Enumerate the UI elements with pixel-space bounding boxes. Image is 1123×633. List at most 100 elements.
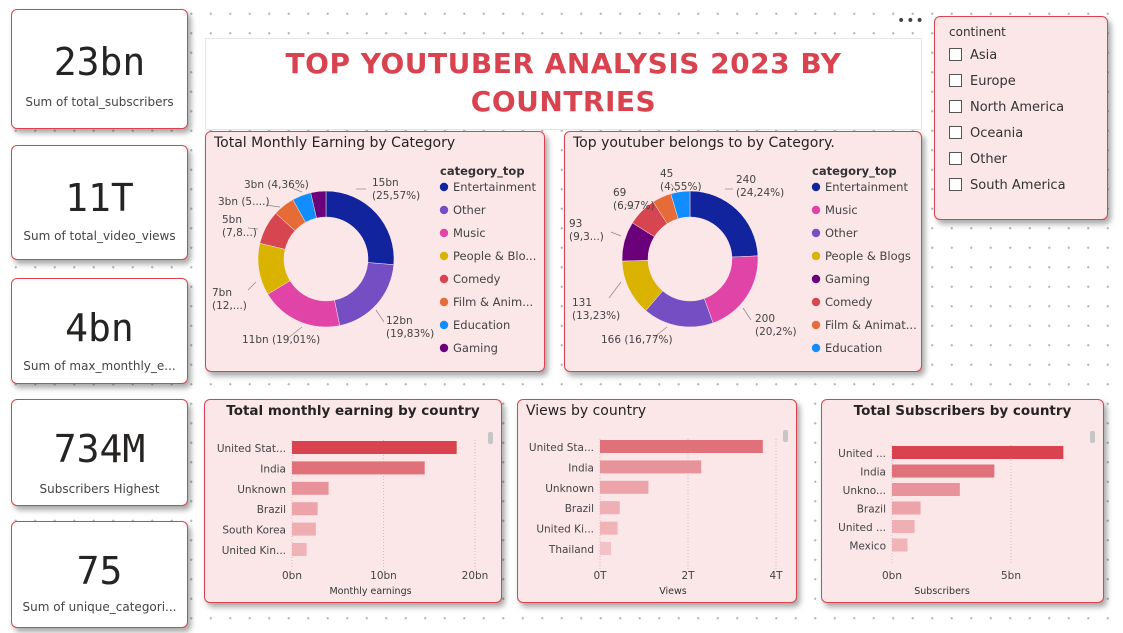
- bar[interactable]: [292, 481, 329, 495]
- bar[interactable]: [600, 440, 763, 453]
- scrollbar[interactable]: [783, 430, 788, 442]
- bar[interactable]: [892, 501, 921, 515]
- bar[interactable]: [292, 441, 457, 454]
- dashboard-title-box: TOP YOUTUBER ANALYSIS 2023 BY COUNTRIES: [205, 38, 922, 130]
- chart-title: Total monthly earning by country: [226, 403, 480, 419]
- slicer-option-south-america[interactable]: South America: [949, 178, 1066, 193]
- legend-item[interactable]: Gaming: [453, 341, 498, 355]
- checkbox[interactable]: [949, 126, 962, 139]
- legend-item[interactable]: Education: [453, 318, 510, 332]
- bar[interactable]: [292, 461, 425, 475]
- legend-item[interactable]: Comedy: [453, 272, 501, 286]
- legend-item[interactable]: Film & Animat...: [825, 318, 917, 332]
- legend-item[interactable]: Music: [453, 226, 486, 240]
- leader-line: [247, 281, 257, 291]
- legend-marker: [439, 228, 449, 238]
- data-label: 69: [613, 187, 626, 199]
- checkbox[interactable]: [949, 74, 962, 87]
- legend-marker: [811, 182, 821, 192]
- leader-line: [375, 309, 385, 323]
- earning-by-country-chart: Total monthly earning by country 0bn 10bn…: [204, 399, 502, 603]
- bar[interactable]: [600, 542, 611, 555]
- slicer-option-other[interactable]: Other: [949, 152, 1007, 167]
- bar[interactable]: [292, 543, 307, 556]
- checkbox[interactable]: [949, 100, 962, 113]
- bar[interactable]: [892, 520, 915, 533]
- donut-slice[interactable]: [670, 190, 691, 220]
- legend-item[interactable]: Education: [825, 341, 882, 355]
- bar[interactable]: [292, 502, 318, 516]
- legend-item[interactable]: Other: [825, 226, 858, 240]
- legend-title: category_top: [812, 164, 897, 179]
- kpi-card-subscribers-highest: 734M Subscribers Highest: [11, 399, 188, 506]
- leader-line: [291, 187, 303, 193]
- scrollbar[interactable]: [1090, 431, 1095, 443]
- checkbox[interactable]: [949, 48, 962, 61]
- data-label: 45: [660, 168, 673, 180]
- legend-marker: [439, 251, 449, 261]
- category-label: United Ki...: [536, 524, 594, 536]
- kpi-value: 11T: [65, 176, 134, 220]
- checkbox[interactable]: [949, 152, 962, 165]
- slicer-option-label: South America: [970, 178, 1066, 193]
- bar[interactable]: [600, 460, 702, 474]
- bar-chart: 0bn 10bn 20bn United Stat... India Unknown Bra…: [217, 440, 489, 597]
- category-label: Thailand: [548, 544, 594, 556]
- legend-marker: [811, 320, 821, 330]
- leader-line: [610, 231, 622, 237]
- category-label: United Sta...: [529, 442, 594, 454]
- slicer-option-europe[interactable]: Europe: [949, 74, 1016, 89]
- legend-item[interactable]: Gaming: [825, 272, 870, 286]
- donut-slice[interactable]: [325, 190, 395, 265]
- legend-item[interactable]: Entertainment: [453, 180, 536, 194]
- checkbox[interactable]: [949, 178, 962, 191]
- donut-slice[interactable]: [334, 262, 395, 326]
- kpi-label: Sum of total_subscribers: [25, 95, 174, 109]
- legend-item[interactable]: Film & Anim...: [453, 295, 533, 309]
- donut-slice[interactable]: [310, 190, 327, 219]
- legend-title: category_top: [440, 164, 525, 179]
- more-options-icon[interactable]: •••: [897, 13, 925, 29]
- chart-title: Total Monthly Earning by Category: [214, 135, 456, 151]
- bar[interactable]: [892, 538, 908, 552]
- tick-label: 0T: [593, 570, 607, 582]
- legend-marker: [811, 251, 821, 261]
- tick-label: 20bn: [462, 570, 489, 582]
- donut-slice[interactable]: [689, 190, 759, 258]
- chart-title: Views by country: [526, 403, 647, 419]
- data-label: 11bn (19,01%): [242, 334, 320, 346]
- data-label: 7bn: [212, 287, 232, 299]
- donut-chart: 240(24,24%) 200(20,2%) 166 (16,77%) 131(13,…: [569, 164, 917, 355]
- slicer-option-oceania[interactable]: Oceania: [949, 126, 1023, 141]
- bar[interactable]: [600, 501, 620, 515]
- donut-slice[interactable]: [703, 255, 759, 324]
- bar[interactable]: [600, 521, 618, 535]
- chart-title: Top youtuber belongs to by Category.: [573, 135, 835, 151]
- legend-marker: [811, 205, 821, 215]
- bar[interactable]: [892, 446, 1064, 459]
- legend-marker: [439, 205, 449, 215]
- bar[interactable]: [292, 522, 316, 536]
- bar[interactable]: [892, 483, 960, 496]
- legend-item[interactable]: Other: [453, 203, 486, 217]
- category-label: United ...: [838, 522, 886, 534]
- legend-item[interactable]: Entertainment: [825, 180, 908, 194]
- data-label: 5bn: [222, 214, 242, 226]
- bar[interactable]: [600, 480, 649, 494]
- continent-slicer: continent Asia Europe North America Ocea…: [934, 16, 1108, 220]
- slicer-option-asia[interactable]: Asia: [949, 48, 997, 63]
- data-label: (12,...): [212, 300, 247, 312]
- slicer-option-north-america[interactable]: North America: [949, 100, 1064, 115]
- scrollbar[interactable]: [488, 432, 493, 444]
- legend-item[interactable]: People & Blo...: [453, 249, 536, 263]
- legend-item[interactable]: Comedy: [825, 295, 873, 309]
- tick-label: 0bn: [282, 570, 302, 582]
- bar[interactable]: [892, 464, 995, 478]
- category-label: Unknown: [237, 484, 286, 496]
- legend-item[interactable]: People & Blogs: [825, 249, 911, 263]
- category-label: United Stat...: [217, 443, 286, 455]
- subscribers-by-country-chart: Total Subscribers by country 0bn 5bn Unite…: [821, 399, 1104, 603]
- category-label: United ...: [838, 448, 886, 460]
- kpi-card-subscribers: 23bn Sum of total_subscribers: [11, 9, 188, 129]
- legend-item[interactable]: Music: [825, 203, 858, 217]
